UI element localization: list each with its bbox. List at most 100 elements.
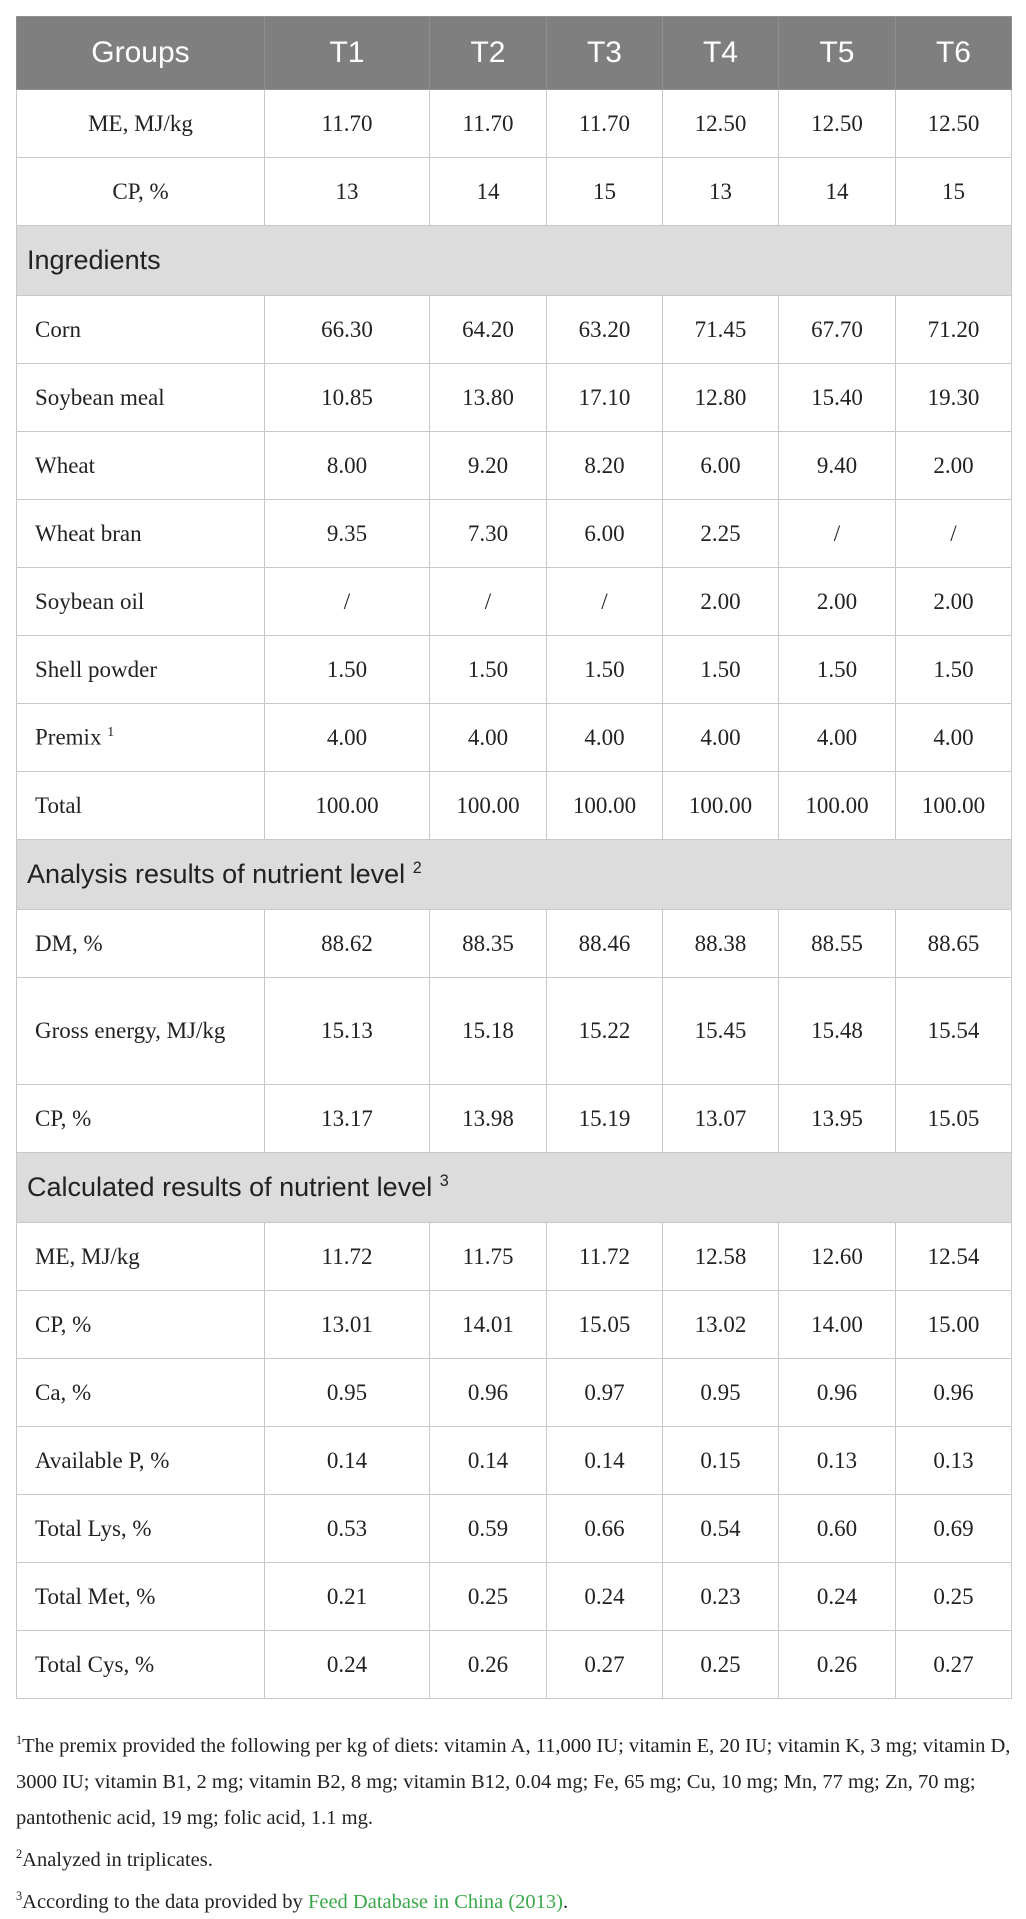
row-label: Soybean oil [16, 567, 265, 636]
cell-value: 0.95 [662, 1358, 779, 1427]
cell-value: 1.50 [662, 635, 779, 704]
cell-value: 13.07 [662, 1084, 779, 1153]
cell-value: 19.30 [895, 363, 1012, 432]
cell-value: 0.25 [662, 1630, 779, 1699]
cell-value: 0.23 [662, 1562, 779, 1631]
row-label: DM, % [16, 909, 265, 978]
cell-value: 88.55 [778, 909, 896, 978]
row-label-text: Wheat [35, 452, 96, 478]
section-title: Ingredients [16, 225, 1012, 296]
cell-value: 14.01 [429, 1290, 547, 1359]
table-row: CP, % 13.17 13.98 15.19 13.07 13.95 15.05 [16, 1084, 1012, 1153]
cell-value: 100.00 [264, 771, 430, 840]
cell-value: 0.53 [264, 1494, 430, 1563]
section-title-text: Analysis results of nutrient level [27, 859, 406, 889]
row-label: Total Lys, % [16, 1494, 265, 1563]
cell-value: 12.50 [895, 89, 1012, 158]
column-header-t4: T4 [662, 16, 779, 90]
cell-value: 0.54 [662, 1494, 779, 1563]
cell-value: 0.24 [778, 1562, 896, 1631]
cell-value: / [429, 567, 547, 636]
footnote-1: 1The premix provided the following per k… [16, 1722, 1011, 1836]
cell-value: 0.26 [429, 1630, 547, 1699]
cell-value: 12.54 [895, 1222, 1012, 1291]
cell-value: 88.65 [895, 909, 1012, 978]
cell-value: 0.96 [895, 1358, 1012, 1427]
row-label: Soybean meal [16, 363, 265, 432]
cell-value: 2.25 [662, 499, 779, 568]
footnote-number: 1 [16, 1733, 23, 1747]
cell-value: 67.70 [778, 295, 896, 364]
table-header-row: Groups T1 T2 T3 T4 T5 T6 [16, 16, 1012, 90]
row-label-text: CP, % [112, 178, 169, 204]
section-header-row: Calculated results of nutrient level 3 [16, 1152, 1012, 1223]
table-row: Soybean meal 10.85 13.80 17.10 12.80 15.40 19.… [16, 363, 1012, 432]
footnote-marker: 3 [439, 1172, 449, 1190]
cell-value: 0.15 [662, 1426, 779, 1495]
row-label-text: Soybean oil [35, 588, 145, 614]
cell-value: 0.97 [546, 1358, 663, 1427]
table-row: Total 100.00 100.00 100.00 100.00 100.00 100.0… [16, 771, 1012, 840]
row-label-text: ME, MJ/kg [88, 110, 193, 136]
cell-value: 6.00 [662, 431, 779, 500]
table-row: Corn 66.30 64.20 63.20 71.45 67.70 71.20 [16, 295, 1012, 364]
table-row: Premix 1 4.00 4.00 4.00 4.00 4.00 4.00 [16, 703, 1012, 772]
cell-value: 4.00 [429, 703, 547, 772]
row-label: Shell powder [16, 635, 265, 704]
row-label-text: Corn [35, 316, 81, 342]
footnote-text: According to the data provided by [22, 1890, 308, 1913]
row-label-text: CP, % [35, 1311, 92, 1337]
cell-value: 88.35 [429, 909, 547, 978]
cell-value: 0.27 [895, 1630, 1012, 1699]
table-row: Available P, % 0.14 0.14 0.14 0.15 0.13 0.13 [16, 1426, 1012, 1495]
cell-value: 15.19 [546, 1084, 663, 1153]
cell-value: 4.00 [264, 703, 430, 772]
cell-value: 15.48 [778, 977, 896, 1085]
cell-value: 0.21 [264, 1562, 430, 1631]
reference-link[interactable]: Feed Database in China (2013) [307, 1890, 563, 1913]
footnote-marker: 2 [412, 859, 422, 877]
cell-value: 0.25 [895, 1562, 1012, 1631]
cell-value: 1.50 [429, 635, 547, 704]
cell-value: 13.01 [264, 1290, 430, 1359]
row-label: Ca, % [16, 1358, 265, 1427]
row-label: Gross energy, MJ/kg [16, 977, 265, 1085]
row-label-text: Ca, % [35, 1379, 92, 1405]
cell-value: 11.70 [546, 89, 663, 158]
cell-value: 100.00 [778, 771, 896, 840]
cell-value: 0.14 [264, 1426, 430, 1495]
row-label-text: Premix [35, 724, 102, 750]
footnote-number: 2 [16, 1846, 23, 1861]
cell-value: 12.80 [662, 363, 779, 432]
cell-value: 0.95 [264, 1358, 430, 1427]
cell-value: 1.50 [895, 635, 1012, 704]
cell-value: 4.00 [546, 703, 663, 772]
row-label-text: DM, % [35, 930, 103, 956]
row-label-text: CP, % [35, 1105, 92, 1131]
cell-value: 12.50 [662, 89, 779, 158]
footnote-text: Analyzed in triplicates. [22, 1848, 213, 1871]
cell-value: 9.35 [264, 499, 430, 568]
row-label: Total [16, 771, 265, 840]
section-title: Analysis results of nutrient level 2 [16, 839, 1012, 910]
table-row: Soybean oil / //2.00 2.00 2.00 [16, 567, 1012, 636]
cell-value: 11.70 [264, 89, 430, 158]
footnote-marker: 1 [107, 724, 115, 740]
cell-value: 2.00 [662, 567, 779, 636]
column-header-t5: T5 [778, 16, 896, 90]
row-label: CP, % [16, 1290, 265, 1359]
table-row: Total Lys, % 0.53 0.59 0.66 0.54 0.60 0.69 [16, 1494, 1012, 1563]
cell-value: 15.13 [264, 977, 430, 1085]
table-row: Total Met, % 0.21 0.25 0.24 0.23 0.24 0.25 [16, 1562, 1012, 1631]
cell-value: 6.00 [546, 499, 663, 568]
cell-value: 15.05 [546, 1290, 663, 1359]
cell-value: 1.50 [264, 635, 430, 704]
row-label-text: Total Lys, % [35, 1515, 152, 1541]
table-row: Ca, % 0.95 0.96 0.97 0.95 0.96 0.96 [16, 1358, 1012, 1427]
section-header-row: Analysis results of nutrient level 2 [16, 839, 1012, 910]
cell-value: 13.02 [662, 1290, 779, 1359]
cell-value: 0.13 [778, 1426, 896, 1495]
cell-value: 0.26 [778, 1630, 896, 1699]
row-label-text: ME, MJ/kg [35, 1243, 140, 1269]
footnote-2: 2Analyzed in triplicates. [16, 1836, 1011, 1878]
